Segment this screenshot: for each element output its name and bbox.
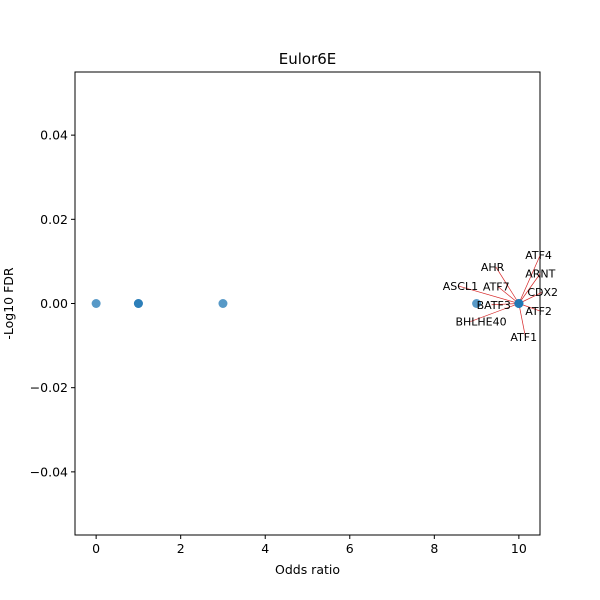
y-axis-label: -Log10 FDR <box>1 267 16 340</box>
data-point <box>472 299 482 308</box>
x-tick-label: 4 <box>261 541 269 556</box>
x-axis: 0 2 4 6 8 10 <box>92 535 527 556</box>
y-tick-label: −0.02 <box>30 380 68 395</box>
annotation-line <box>518 273 541 304</box>
annotation-line <box>470 303 519 322</box>
annotation-label: ATF2 <box>525 305 552 318</box>
data-point <box>218 299 228 308</box>
annotation-line <box>495 266 520 304</box>
data-point <box>91 299 101 308</box>
data-point <box>514 299 524 308</box>
annotation-label: ARNT <box>525 268 555 281</box>
annotation-label: ATF4 <box>525 249 552 262</box>
annotation-label: CDX2 <box>527 286 558 299</box>
x-tick-label: 10 <box>511 541 527 556</box>
annotation-lines <box>457 254 543 337</box>
annotation-labels: ATF4 AHR ARNT ASCL1 ATF7 CDX2 BATF3 ATF2 BHLHE40… <box>443 249 558 344</box>
x-tick-label: 8 <box>430 541 438 556</box>
data-point <box>133 299 143 308</box>
annotation-label: AHR <box>481 261 505 274</box>
annotation-label: ATF7 <box>483 281 510 294</box>
annotation-label: BHLHE40 <box>455 316 506 329</box>
y-tick-label: −0.04 <box>30 464 68 479</box>
chart-title: Eulor6E <box>279 50 337 68</box>
annotation-line <box>491 303 519 306</box>
annotation-label: BATF3 <box>477 299 511 312</box>
x-tick-label: 6 <box>346 541 354 556</box>
y-tick-label: 0.00 <box>40 296 68 311</box>
y-axis: −0.04 −0.02 0.00 0.02 0.04 <box>30 128 75 479</box>
x-tick-label: 0 <box>92 541 100 556</box>
annotation-label: ASCL1 <box>443 280 478 293</box>
x-tick-label: 2 <box>177 541 185 556</box>
y-tick-label: 0.02 <box>40 212 68 227</box>
x-axis-label: Odds ratio <box>275 562 340 577</box>
y-tick-label: 0.04 <box>40 128 68 143</box>
data-points <box>91 299 524 308</box>
annotation-line <box>518 254 541 304</box>
annotation-label: ATF1 <box>510 331 537 344</box>
annotation-line <box>518 303 526 337</box>
annotation-line <box>457 285 519 304</box>
